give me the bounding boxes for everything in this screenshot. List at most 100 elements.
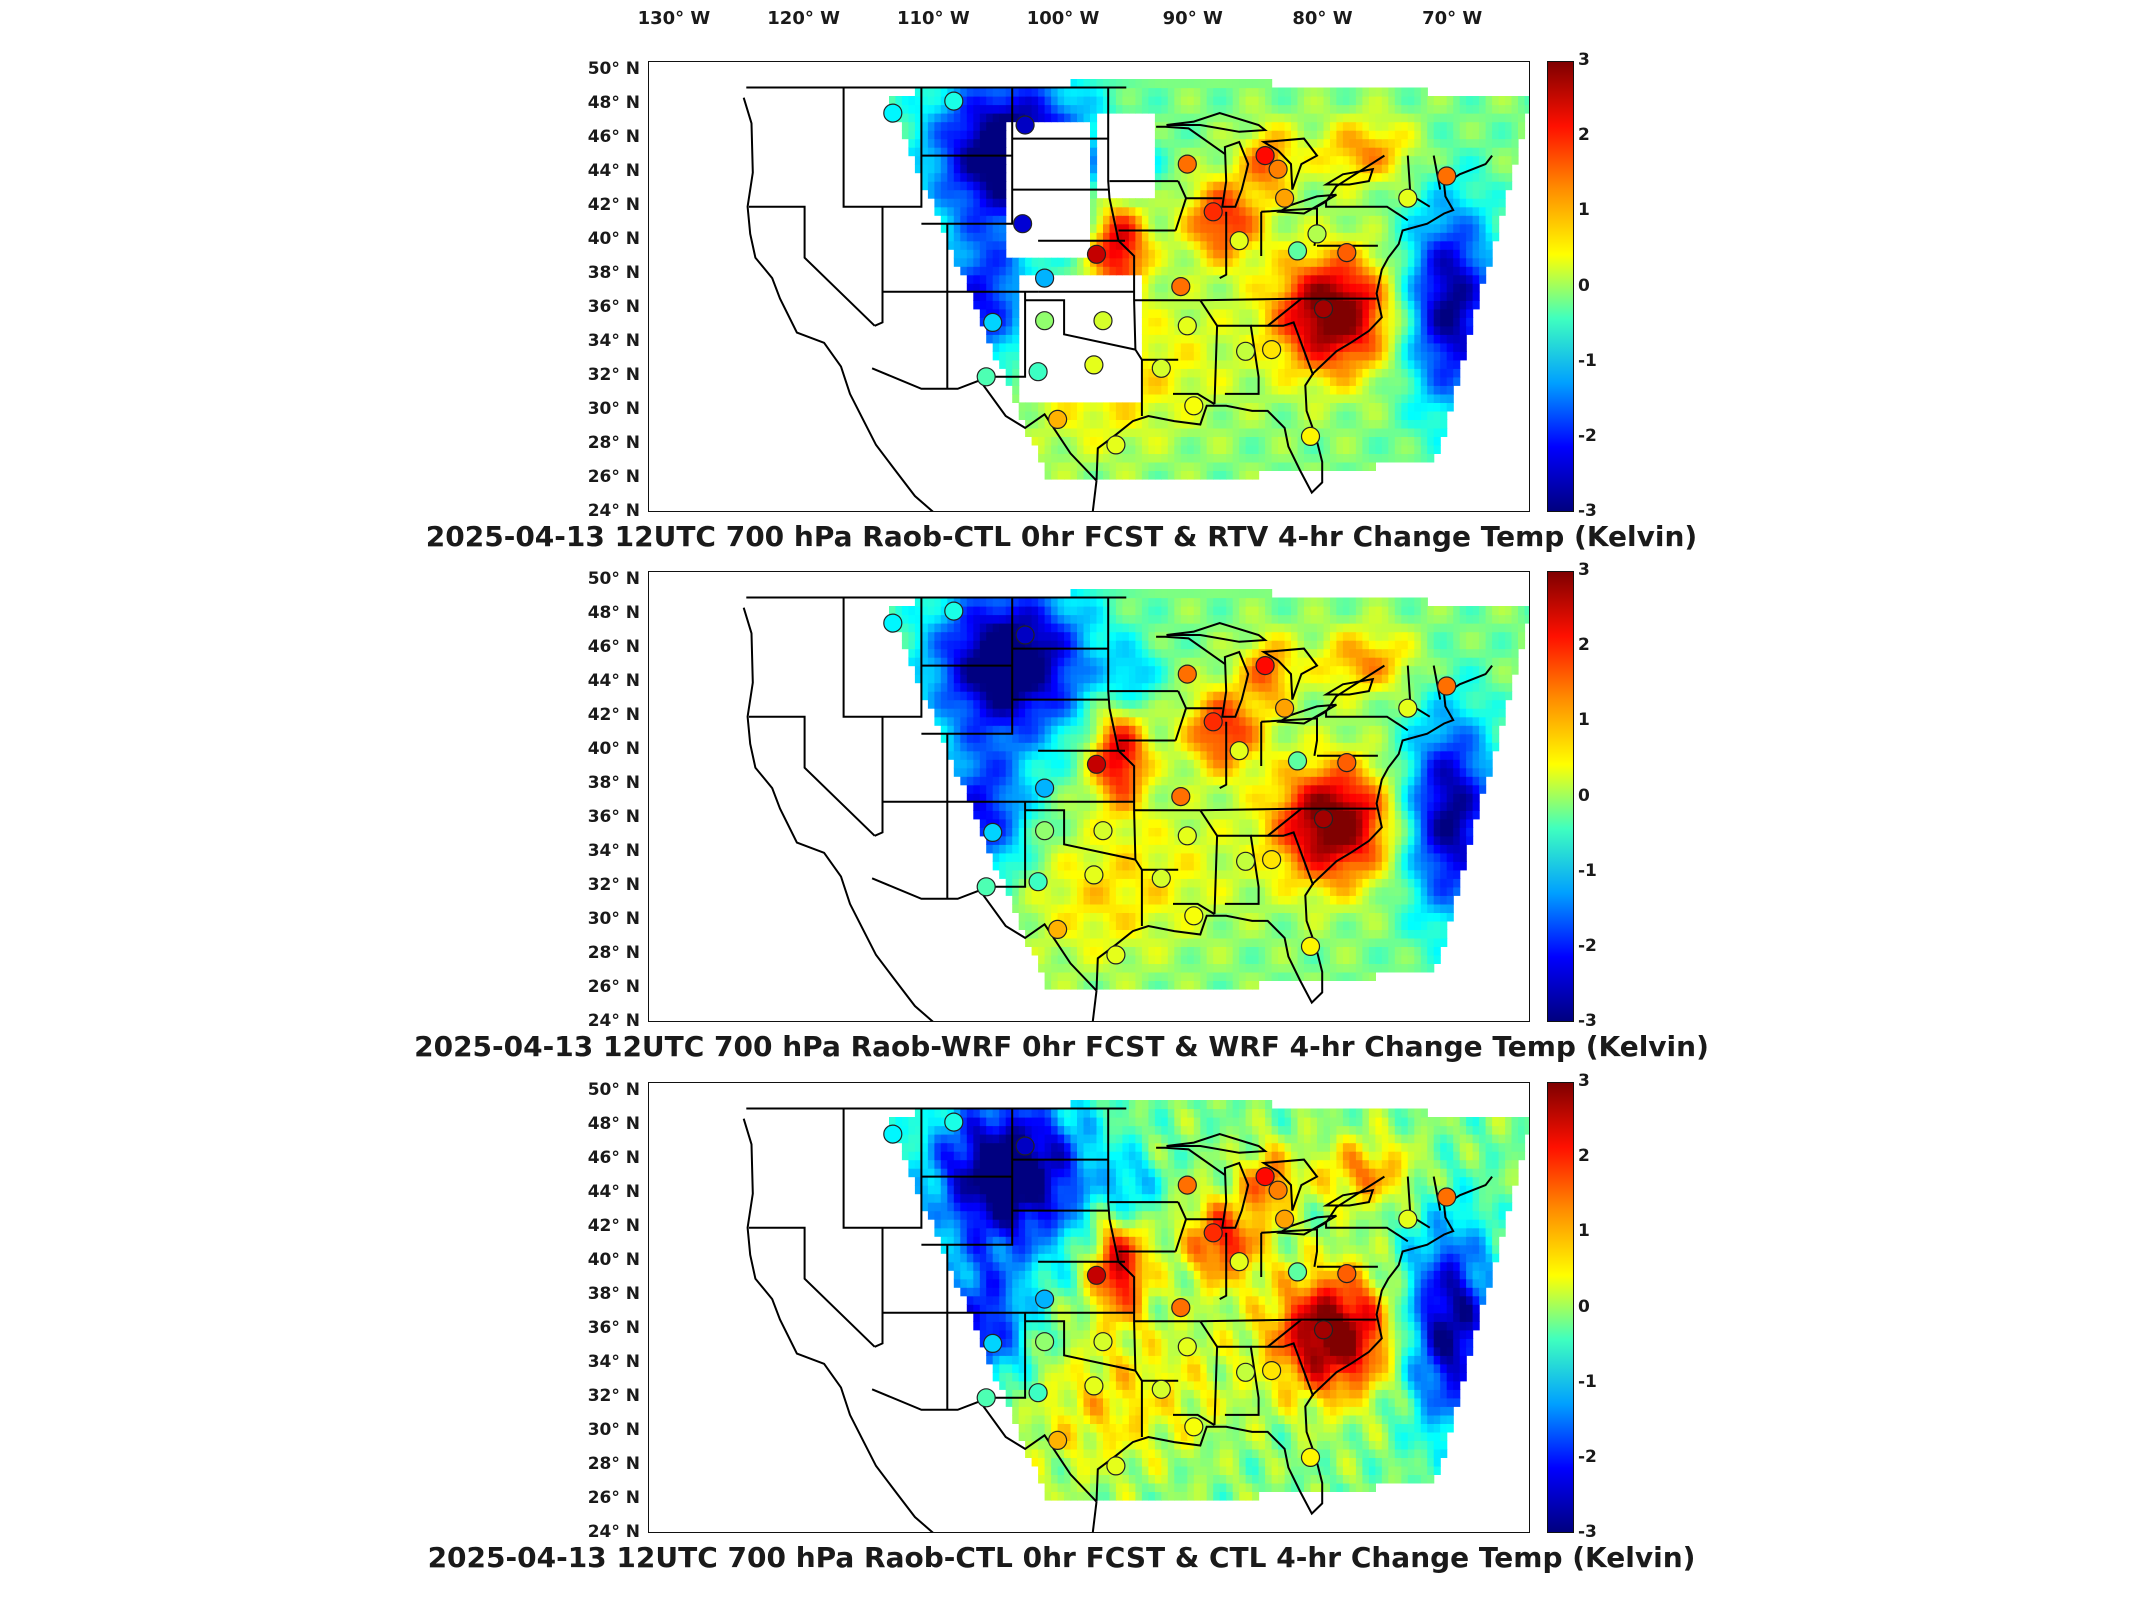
latitude-tick-label: 50° N [587, 1079, 640, 1100]
raob-marker [1437, 166, 1457, 186]
raob-marker [1106, 435, 1126, 455]
colorbar-tick: -1 [1578, 350, 1597, 371]
raob-marker [1229, 741, 1249, 761]
raob-marker [1086, 244, 1107, 264]
colorbar-tick: -3 [1578, 1522, 1597, 1542]
latitude-tick-label: 34° N [587, 1351, 640, 1372]
raob-marker [1035, 1289, 1055, 1309]
longitude-tick-label: 80° W [1292, 8, 1353, 29]
latitude-tick-label: 26° N [587, 1487, 640, 1508]
latitude-tick-label: 46° N [587, 1147, 640, 1168]
panel-title: 2025-04-13 12UTC 700 hPa Raob-WRF 0hr FC… [414, 1030, 1709, 1063]
raob-station-markers [883, 1112, 1457, 1476]
raob-marker [1313, 809, 1334, 829]
raob-marker [1337, 1264, 1357, 1284]
raob-marker [1177, 1337, 1197, 1357]
temperature-change-field [889, 1100, 1529, 1501]
panel-title: 2025-04-13 12UTC 700 hPa Raob-CTL 0hr FC… [427, 1541, 1696, 1574]
raob-marker [1437, 676, 1457, 696]
raob-marker [1048, 1430, 1068, 1450]
latitude-tick-label: 28° N [587, 432, 640, 453]
raob-marker [1028, 362, 1048, 382]
temperature-change-field [889, 589, 1529, 990]
colorbar-tick: -3 [1578, 1011, 1597, 1031]
raob-marker [1084, 1376, 1104, 1396]
raob-marker [1028, 872, 1048, 892]
raob-marker [1300, 936, 1321, 956]
state-and-coast-boundaries [742, 596, 1493, 1021]
colorbar [1547, 571, 1574, 1022]
latitude-tick-label: 50° N [587, 568, 640, 589]
colorbar-tick: 2 [1578, 635, 1590, 656]
latitude-tick-label: 32° N [587, 874, 640, 895]
raob-marker [1093, 821, 1113, 841]
latitude-tick-label: 26° N [587, 976, 640, 997]
raob-marker [1177, 1175, 1197, 1195]
raob-marker [1337, 753, 1357, 773]
raob-marker [983, 312, 1003, 332]
raob-marker [1015, 115, 1035, 135]
latitude-tick-label: 32° N [587, 1385, 640, 1406]
latitude-tick-label: 28° N [587, 1453, 640, 1474]
state-and-coast-boundaries [742, 1107, 1493, 1532]
raob-marker [1268, 159, 1288, 179]
raob-marker [1086, 1265, 1107, 1285]
latitude-tick-label: 44° N [587, 1181, 640, 1202]
latitude-tick-label: 34° N [587, 840, 640, 861]
raob-marker [1184, 396, 1204, 416]
latitude-tick-label: 24° N [587, 1522, 640, 1542]
raob-marker [1177, 826, 1197, 846]
raob-marker [1028, 1383, 1048, 1403]
raob-marker [1035, 311, 1055, 331]
raob-marker [1106, 945, 1126, 965]
raob-marker [1261, 340, 1282, 360]
map-canvas [742, 79, 1529, 511]
raob-marker [1177, 154, 1197, 174]
colorbar-tick: 0 [1578, 785, 1590, 806]
latitude-tick-label: 40° N [587, 738, 640, 759]
raob-marker [944, 1112, 964, 1132]
raob-marker [1229, 231, 1249, 251]
raob-marker [1013, 214, 1033, 234]
colorbar-tick: 0 [1578, 275, 1590, 296]
raob-marker [1035, 268, 1055, 288]
raob-marker [1398, 698, 1418, 718]
raob-marker [1235, 851, 1256, 871]
colorbar-tick: 1 [1578, 710, 1590, 731]
latitude-tick-label: 34° N [587, 330, 640, 351]
raob-marker [1151, 358, 1171, 378]
raob-marker [1184, 906, 1204, 926]
raob-marker [1106, 1456, 1126, 1476]
raob-marker [983, 822, 1003, 842]
raob-marker [1300, 426, 1321, 446]
latitude-tick-label: 30° N [587, 398, 640, 419]
raob-marker [1203, 1223, 1223, 1243]
raob-marker [1274, 1209, 1295, 1229]
latitude-tick-label: 50° N [587, 58, 640, 79]
colorbar [1547, 61, 1574, 512]
raob-marker [1171, 1298, 1191, 1318]
raob-marker [1048, 409, 1068, 429]
raob-marker [1287, 1262, 1308, 1282]
raob-marker [1313, 1320, 1334, 1340]
colorbar [1547, 1082, 1574, 1533]
raob-marker [944, 601, 964, 621]
raob-marker [1086, 754, 1107, 774]
raob-marker [976, 367, 996, 387]
colorbar-tick: 2 [1578, 1146, 1590, 1167]
raob-marker [1203, 712, 1223, 732]
raob-marker [1177, 664, 1197, 684]
longitude-tick-label: 120° W [767, 8, 840, 29]
colorbar-tick: -3 [1578, 501, 1597, 521]
latitude-tick-label: 48° N [587, 92, 640, 113]
latitude-tick-label: 42° N [587, 1215, 640, 1236]
latitude-tick-label: 24° N [587, 1011, 640, 1031]
longitude-tick-label: 110° W [896, 8, 970, 29]
longitude-tick-label: 90° W [1162, 8, 1223, 29]
state-and-coast-boundaries [742, 86, 1493, 511]
longitude-tick-label: 130° W [637, 8, 711, 29]
latitude-tick-label: 24° N [587, 501, 640, 521]
latitude-tick-label: 48° N [587, 602, 640, 623]
latitude-tick-label: 42° N [587, 704, 640, 725]
raob-marker [1035, 1332, 1055, 1352]
